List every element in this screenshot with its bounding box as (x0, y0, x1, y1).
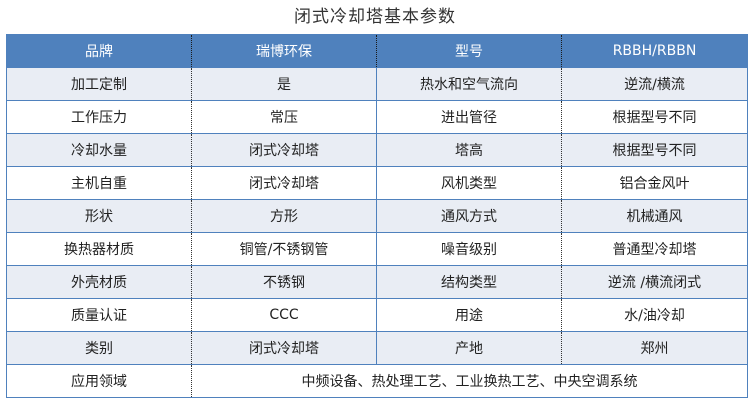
table-cell: CCC (191, 298, 377, 332)
table-cell: 冷却水量 (6, 133, 192, 167)
header-cell: 瑞博环保 (191, 34, 377, 68)
header-cell: 型号 (376, 34, 562, 68)
table-cell: 换热器材质 (6, 232, 192, 266)
table-cell: 结构类型 (376, 265, 562, 299)
table-cell: 根据型号不同 (561, 133, 748, 167)
table-cell: 主机自重 (6, 166, 192, 200)
table-cell: 逆流 /横流闭式 (561, 265, 748, 299)
table-cell: 形状 (6, 199, 192, 233)
table-row: 质量认证 CCC 用途 水/油冷却 (6, 298, 748, 332)
table-cell: 不锈钢 (191, 265, 377, 299)
table-cell: 铝合金风叶 (561, 166, 748, 200)
page-title: 闭式冷却塔基本参数 (294, 7, 456, 27)
table-cell: 风机类型 (376, 166, 562, 200)
table-cell: 铜管/不锈钢管 (191, 232, 377, 266)
table-cell: 进出管径 (376, 100, 562, 134)
table-cell: 是 (191, 67, 377, 101)
table-cell: 产地 (376, 331, 562, 365)
table-cell: 闭式冷却塔 (191, 133, 377, 167)
table-row: 换热器材质 铜管/不锈钢管 噪音级别 普通型冷却塔 (6, 232, 748, 266)
table-cell: 逆流/横流 (561, 67, 748, 101)
table-cell: 闭式冷却塔 (191, 166, 377, 200)
table-cell: 水/油冷却 (561, 298, 748, 332)
header-cell: RBBH/RBBN (561, 34, 748, 68)
table-cell: 塔高 (376, 133, 562, 167)
table-cell: 机械通风 (561, 199, 748, 233)
table-row-application: 应用领域 中频设备、热处理工艺、工业换热工艺、中央空调系统 (6, 364, 748, 398)
table-cell: 应用领域 (6, 364, 192, 398)
table-row: 主机自重 闭式冷却塔 风机类型 铝合金风叶 (6, 166, 748, 200)
table-cell: 质量认证 (6, 298, 192, 332)
table-cell: 方形 (191, 199, 377, 233)
table-cell: 类别 (6, 331, 192, 365)
table-cell: 中频设备、热处理工艺、工业换热工艺、中央空调系统 (191, 364, 748, 398)
table-row: 类别 闭式冷却塔 产地 郑州 (6, 331, 748, 365)
table-cell: 工作压力 (6, 100, 192, 134)
parameter-table: 品牌 瑞博环保 型号 RBBH/RBBN 加工定制是热水和空气流向 逆流/横流 工作… (6, 34, 748, 398)
table-cell: 闭式冷却塔 (191, 331, 377, 365)
table-cell: 热水和空气流向 (376, 67, 562, 101)
table-cell: 普通型冷却塔 (561, 232, 748, 266)
table-row: 形状 方形 通风方式 机械通风 (6, 199, 748, 233)
table-cell: 外壳材质 (6, 265, 192, 299)
header-cell: 品牌 (6, 34, 192, 68)
table-cell: 加工定制 (6, 67, 192, 101)
table-row: 工作压力 常压 进出管径 根据型号不同 (6, 100, 748, 134)
table-row: 加工定制是热水和空气流向 逆流/横流 (6, 67, 748, 101)
table-cell: 通风方式 (376, 199, 562, 233)
table-cell: 用途 (376, 298, 562, 332)
table-cell: 常压 (191, 100, 377, 134)
table-header: 品牌 瑞博环保 型号 RBBH/RBBN (6, 34, 748, 68)
table-cell: 噪音级别 (376, 232, 562, 266)
table-cell: 郑州 (561, 331, 748, 365)
table-row: 外壳材质 不锈钢 结构类型 逆流 /横流闭式 (6, 265, 748, 299)
table-cell: 根据型号不同 (561, 100, 748, 134)
table-row: 冷却水量 闭式冷却塔 塔高 根据型号不同 (6, 133, 748, 167)
